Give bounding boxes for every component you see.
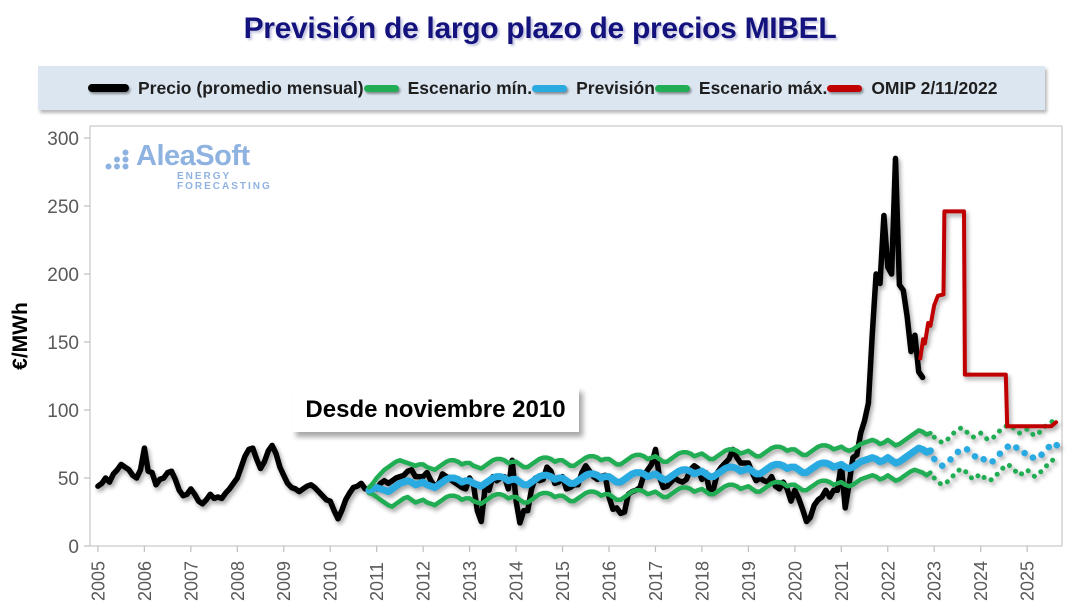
x-tick-label: 2012	[414, 561, 434, 601]
legend-item-prevision: Previsión	[532, 78, 655, 99]
x-tick-label: 2017	[646, 561, 666, 601]
x-tick-label: 2019	[739, 561, 759, 601]
x-tick-label: 2016	[599, 561, 619, 601]
series-esc-min-solid	[366, 467, 933, 509]
escenario-min-line-swatch	[363, 84, 399, 92]
plot-border	[89, 125, 1063, 547]
omip-line-swatch	[827, 84, 863, 92]
x-tick-label: 2014	[507, 561, 527, 601]
series-layer	[95, 155, 1062, 526]
x-tick-label: 2013	[460, 561, 480, 601]
series-esc-max-solid	[366, 428, 933, 490]
series-esc-min-dotted	[931, 456, 1061, 488]
x-tick-label: 2022	[878, 561, 898, 601]
x-tick-label: 2005	[88, 561, 108, 601]
legend-item-precio: Precio (promedio mensual)	[88, 78, 364, 99]
chart-title: Previsión de largo plazo de precios MIBE…	[243, 12, 837, 45]
x-tick-label: 2018	[692, 561, 712, 601]
x-tick-label: 2009	[274, 561, 294, 601]
x-tick-label: 2006	[135, 561, 155, 601]
x-tick-label: 2020	[785, 561, 805, 601]
logo-subtitle: ENERGY FORECASTING	[177, 171, 272, 192]
legend-label: Escenario mín.	[407, 77, 533, 98]
x-tick-label: 2010	[321, 561, 341, 601]
legend-item-escenario-min: Escenario mín.	[363, 77, 533, 99]
x-tick-label: 2008	[228, 561, 248, 601]
y-tick-label: 200	[47, 265, 79, 286]
x-tick-label: 2023	[925, 561, 945, 601]
legend-bar: Precio (promedio mensual) Escenario mín.…	[38, 66, 1045, 110]
series-esc-max-dotted	[931, 418, 1061, 446]
y-tick-label: 0	[68, 537, 79, 558]
escenario-max-line-swatch	[654, 84, 690, 92]
legend-label: Previsión	[576, 77, 655, 98]
x-tick-label: 2007	[181, 561, 201, 601]
precio-line-swatch	[88, 84, 129, 92]
x-tick-label: 2025	[1018, 561, 1038, 601]
legend-item-omip: OMIP 2/11/2022	[827, 78, 997, 99]
x-tick-label: 2011	[367, 562, 387, 601]
series-prevision-solid	[365, 444, 934, 496]
x-tick-label: 2024	[971, 561, 991, 601]
aleasoft-logo: AleaSoft ENERGY FORECASTING	[104, 137, 294, 192]
x-tick-label: 2015	[553, 561, 573, 601]
y-tick-label: 150	[47, 333, 79, 354]
annotation-desde-noviembre: Desde noviembre 2010	[292, 387, 579, 432]
series-omip	[918, 209, 1058, 429]
logo-name: AleaSoft	[136, 140, 250, 172]
logo-dots-icon	[105, 149, 129, 170]
y-tick-label: 100	[47, 401, 79, 422]
prevision-line-swatch	[532, 84, 568, 92]
legend-label: Precio (promedio mensual)	[138, 77, 364, 98]
y-tick-label: 50	[58, 469, 79, 490]
x-tick-label: 2021	[832, 561, 852, 601]
y-tick-label: 250	[47, 197, 79, 218]
y-tick-label: 300	[47, 129, 79, 150]
legend-label: Escenario máx.	[698, 77, 828, 98]
legend-label: OMIP 2/11/2022	[871, 77, 998, 98]
legend-item-escenario-max: Escenario máx.	[654, 77, 828, 99]
